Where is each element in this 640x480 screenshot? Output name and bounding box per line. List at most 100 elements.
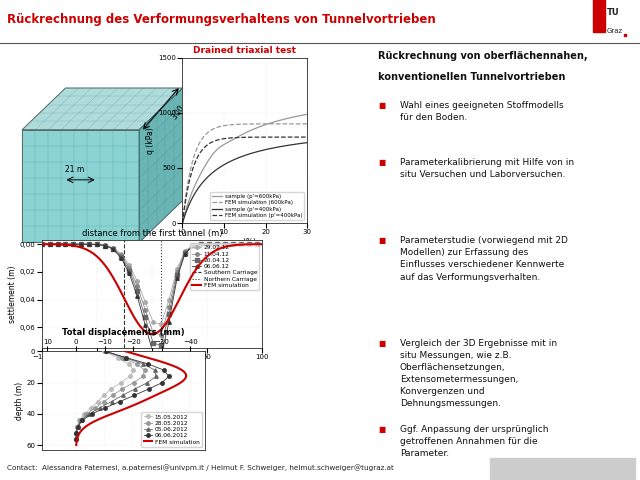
05.06.2012 [74, 424, 81, 430]
FEM simulation [259, 241, 266, 247]
06.06.12 [109, 247, 117, 252]
06.06.2012 [131, 392, 138, 398]
20.04.12 [245, 241, 253, 247]
15.05.2012 [100, 392, 108, 398]
11.04.12 [189, 243, 196, 249]
06.06.12 [70, 241, 77, 247]
29.02.12 [189, 242, 196, 248]
06.06.2012 [74, 424, 82, 430]
FEM simulation [121, 406, 129, 411]
06.06.12 [181, 251, 189, 257]
29.02.12 [117, 251, 125, 257]
Text: 21 m: 21 m [65, 165, 84, 174]
28.05.2012 [130, 380, 138, 385]
Bar [597, 0, 600, 32]
Text: Ggf. Anpassung der ursprünglich
getroffenen Annahmen für die
Parameter.: Ggf. Anpassung der ursprünglich getroffe… [399, 425, 548, 458]
Text: ■: ■ [378, 425, 386, 434]
11.04.12 [237, 241, 244, 247]
06.06.12 [157, 353, 165, 359]
06.06.12 [86, 241, 93, 247]
06.06.2012 [88, 411, 95, 417]
05.06.2012 [119, 392, 127, 398]
06.06.2012 [72, 436, 80, 442]
Line: 06.06.12: 06.06.12 [40, 242, 259, 358]
sample (p'=400kPa) [179, 220, 186, 226]
FEM simulation (600kPa) [179, 220, 186, 226]
11.04.12 [197, 241, 205, 247]
20.04.12 [45, 241, 53, 247]
20.04.12 [117, 254, 125, 260]
20.04.12 [205, 241, 212, 247]
28.05.2012 [141, 367, 148, 373]
20.04.12 [165, 312, 173, 317]
FEM simulation (600kPa) [255, 121, 262, 127]
sample (p'=600kPa) [303, 111, 311, 117]
Line: sample (p'=400kPa): sample (p'=400kPa) [182, 143, 307, 223]
28.05.2012 [100, 398, 108, 404]
Polygon shape [22, 130, 139, 242]
Title: Total displacements (mm): Total displacements (mm) [62, 328, 184, 337]
29.02.12 [77, 241, 85, 247]
06.06.12 [93, 241, 101, 247]
29.02.12 [221, 241, 228, 247]
15.05.2012 [76, 418, 83, 423]
05.06.2012 [77, 418, 85, 423]
28.05.2012 [76, 418, 84, 423]
11.04.12 [157, 332, 165, 338]
29.02.12 [141, 299, 149, 305]
15.05.2012 [114, 355, 122, 360]
Text: 300 m: 300 m [68, 270, 93, 278]
11.04.12 [221, 241, 228, 247]
28.05.2012 [139, 373, 147, 379]
06.06.12 [45, 241, 53, 247]
Text: ■: ■ [378, 236, 386, 245]
11.04.12 [117, 252, 125, 258]
sample (p'=600kPa) [179, 218, 187, 224]
Text: Contact:  Alessandra Paternesi, a.paternesi@univpm.it / Helmut F. Schweiger, hel: Contact: Alessandra Paternesi, a.paterne… [7, 465, 394, 471]
Text: Graz: Graz [607, 28, 623, 34]
11.04.12 [141, 307, 149, 312]
05.06.2012 [108, 398, 115, 404]
20.04.12 [133, 288, 141, 294]
05.06.2012 [72, 436, 80, 442]
11.04.12 [93, 241, 101, 247]
20.04.12 [237, 241, 244, 247]
28.05.2012 [118, 386, 126, 392]
11.04.12 [125, 265, 133, 271]
FEM simulation [74, 433, 82, 439]
06.06.12 [197, 241, 205, 247]
15.05.2012 [72, 436, 80, 442]
11.04.12 [165, 304, 173, 310]
06.06.12 [61, 241, 69, 247]
29.02.12 [205, 241, 212, 247]
15.05.2012 [100, 348, 108, 354]
20.04.12 [181, 250, 189, 256]
05.06.2012 [143, 380, 151, 385]
11.04.12 [245, 241, 253, 247]
sample (p'=600kPa) [255, 124, 262, 130]
X-axis label: $\varepsilon_s$ (%): $\varepsilon_s$ (%) [233, 237, 257, 249]
15.05.2012 [125, 361, 132, 367]
sample (p'=400kPa) [255, 148, 262, 154]
Line: 29.02.12: 29.02.12 [40, 242, 259, 326]
11.04.12 [86, 241, 93, 247]
06.06.2012 [72, 430, 80, 436]
sample (p'=400kPa) [284, 143, 291, 148]
06.06.12 [77, 241, 85, 247]
29.02.12 [45, 241, 53, 247]
FEM simulation (p'=400kPa) [252, 134, 260, 140]
11.04.12 [253, 241, 260, 247]
20.04.12 [109, 246, 117, 252]
20.04.12 [189, 243, 196, 249]
Line: 11.04.12: 11.04.12 [40, 242, 259, 336]
Text: Parameterstudie (vorwiegend mit 2D
Modellen) zur Erfassung des
Einflusses versch: Parameterstudie (vorwiegend mit 2D Model… [399, 236, 568, 282]
06.06.12 [149, 350, 157, 356]
05.06.2012 [151, 367, 159, 373]
20.04.12 [70, 241, 77, 247]
29.02.12 [38, 241, 45, 247]
FEM simulation [253, 241, 261, 247]
FEM simulation [143, 329, 150, 335]
06.06.12 [102, 243, 109, 249]
06.06.12 [229, 241, 237, 247]
Text: ■: ■ [378, 339, 386, 348]
